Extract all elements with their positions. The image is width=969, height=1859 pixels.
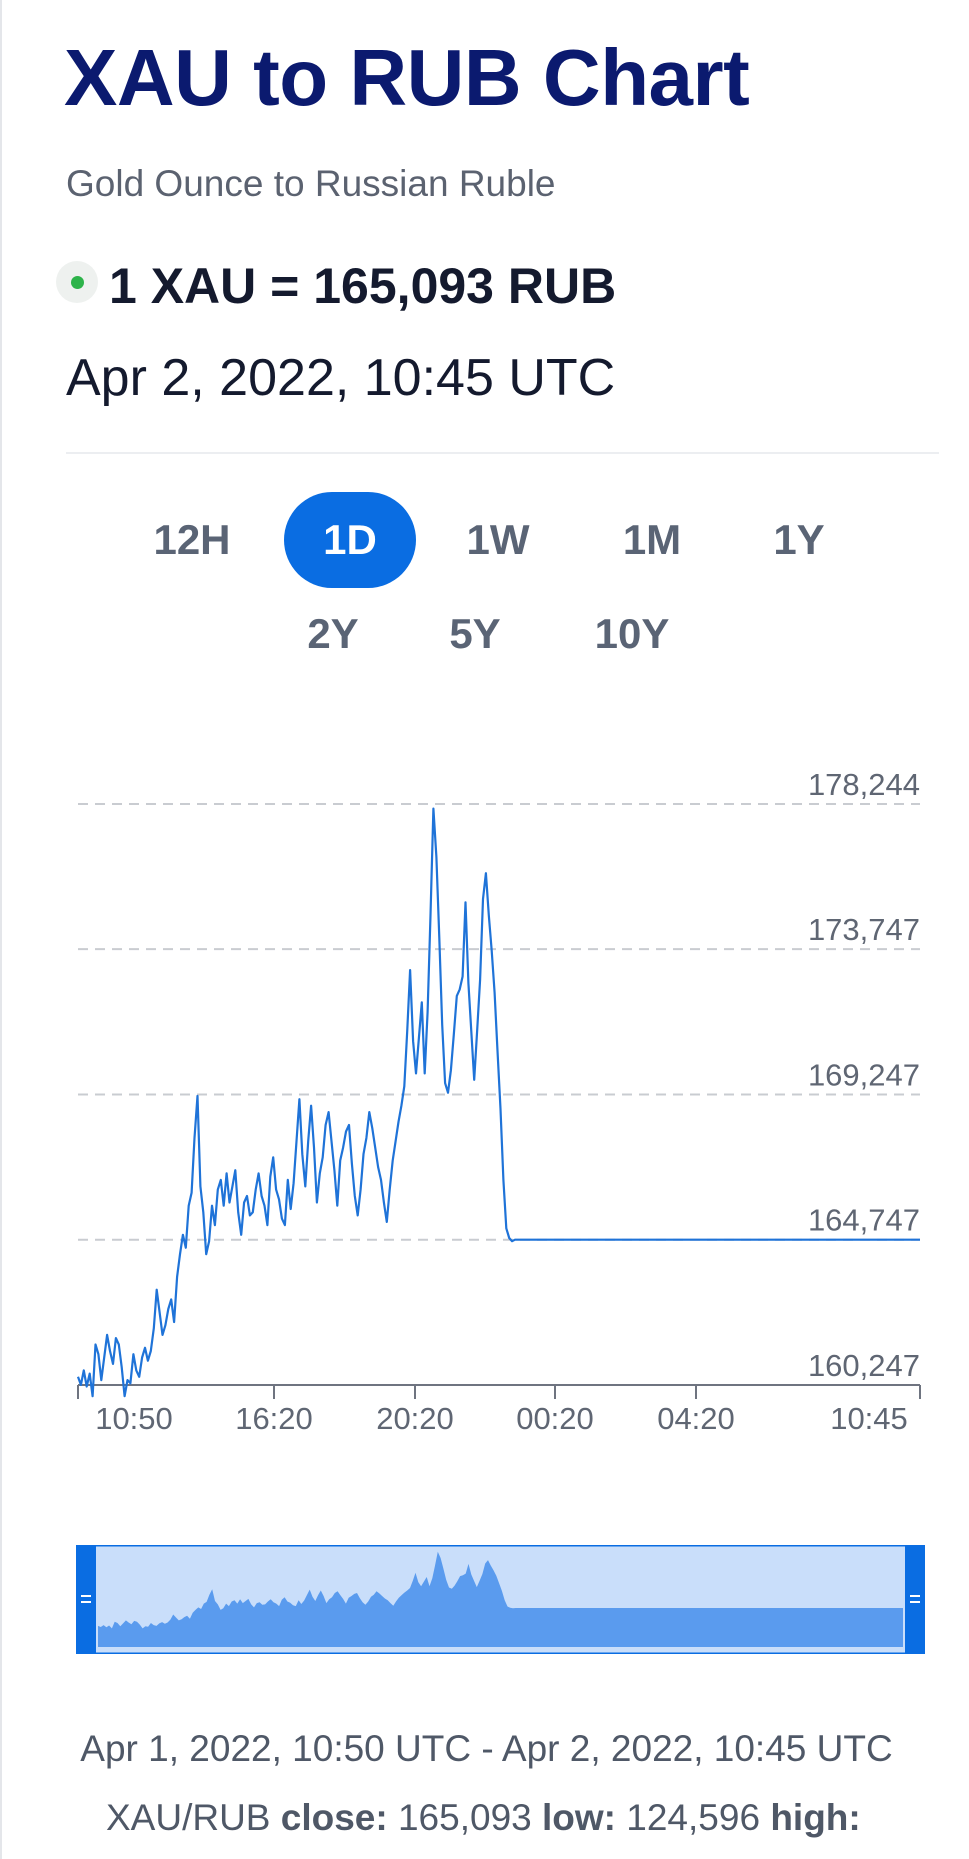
page-title: XAU to RUB Chart bbox=[64, 33, 750, 122]
close-label: close: bbox=[280, 1797, 388, 1838]
x-tick-label: 04:20 bbox=[657, 1401, 735, 1436]
y-tick-label: 160,247 bbox=[808, 1348, 920, 1383]
x-tick-label: 10:50 bbox=[95, 1401, 173, 1436]
stats-line: XAU/RUB close: 165,093 low: 124,596 high… bbox=[106, 1797, 861, 1839]
live-status-icon bbox=[56, 261, 98, 303]
current-rate: 1 XAU = 165,093 RUB bbox=[109, 258, 617, 314]
y-tick-label: 178,244 bbox=[808, 767, 920, 802]
y-tick-label: 173,747 bbox=[808, 912, 920, 947]
y-tick-label: 164,747 bbox=[808, 1203, 920, 1238]
navigator-right-handle[interactable] bbox=[905, 1545, 925, 1654]
low-value: 124,596 bbox=[626, 1797, 761, 1838]
grid-lines bbox=[78, 803, 920, 1241]
pair-label: XAU/RUB bbox=[106, 1797, 271, 1838]
series-line bbox=[76, 807, 920, 1398]
y-tick-label: 169,247 bbox=[808, 1057, 920, 1092]
price-chart[interactable]: 178,244 173,747 169,247 164,747 160,247 10:5… bbox=[2, 760, 969, 1440]
rate-timestamp: Apr 2, 2022, 10:45 UTC bbox=[66, 349, 616, 407]
x-tick-label: 00:20 bbox=[516, 1401, 594, 1436]
x-axis-labels: 10:50 16:20 20:20 00:20 04:20 10:45 bbox=[95, 1401, 908, 1436]
navigator-area bbox=[98, 1551, 903, 1647]
tab-1y[interactable]: 1Y bbox=[773, 516, 825, 563]
tab-10y[interactable]: 10Y bbox=[594, 610, 670, 657]
tab-1w[interactable]: 1W bbox=[466, 516, 530, 563]
date-range: Apr 1, 2022, 10:50 UTC - Apr 2, 2022, 10… bbox=[80, 1728, 893, 1769]
tab-5y[interactable]: 5Y bbox=[449, 610, 501, 657]
tab-1m[interactable]: 1M bbox=[622, 516, 682, 563]
price-line bbox=[76, 807, 920, 1398]
y-axis-labels: 178,244 173,747 169,247 164,747 160,247 bbox=[808, 767, 920, 1383]
tab-12h[interactable]: 12H bbox=[153, 516, 231, 563]
x-tick-label: 20:20 bbox=[376, 1401, 454, 1436]
x-tick-label: 10:45 bbox=[830, 1401, 908, 1436]
x-tick-label: 16:20 bbox=[235, 1401, 313, 1436]
low-label: low: bbox=[542, 1797, 616, 1838]
navigator-left-handle[interactable] bbox=[76, 1545, 96, 1654]
range-navigator[interactable] bbox=[76, 1545, 925, 1654]
page-subtitle: Gold Ounce to Russian Ruble bbox=[66, 163, 556, 204]
tab-1d[interactable]: 1D bbox=[284, 492, 416, 588]
x-axis bbox=[77, 1384, 921, 1399]
high-label: high: bbox=[770, 1797, 861, 1838]
close-value: 165,093 bbox=[397, 1797, 532, 1838]
tab-2y[interactable]: 2Y bbox=[307, 610, 359, 657]
divider bbox=[66, 452, 939, 454]
